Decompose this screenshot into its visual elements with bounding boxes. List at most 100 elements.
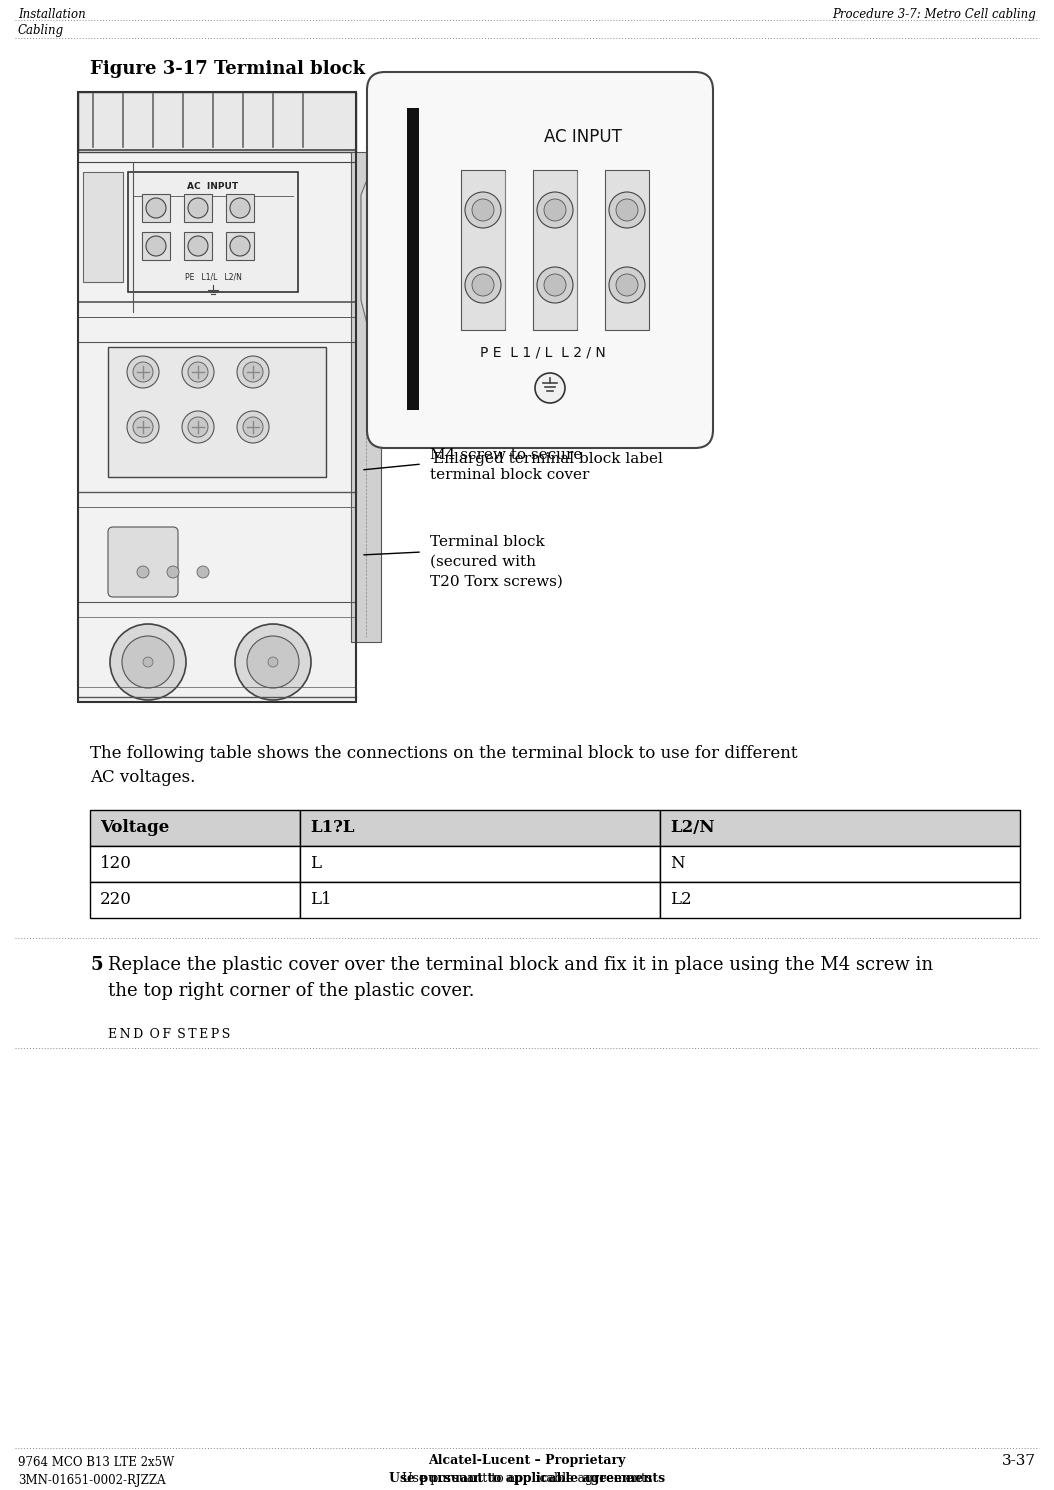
Bar: [300, 811, 660, 846]
Text: AC voltages.: AC voltages.: [90, 769, 195, 787]
Text: The following table shows the connections on the terminal block to use for diffe: The following table shows the connection…: [90, 745, 798, 761]
Bar: [226, 194, 254, 222]
Circle shape: [544, 274, 566, 297]
Bar: [300, 846, 660, 882]
Bar: [90, 882, 300, 918]
Circle shape: [182, 411, 214, 443]
Text: AC INPUT: AC INPUT: [544, 128, 622, 146]
Circle shape: [616, 200, 638, 221]
Text: 3-37: 3-37: [1002, 1454, 1036, 1468]
Text: Procedure 3-7: Metro Cell cabling: Procedure 3-7: Metro Cell cabling: [833, 7, 1036, 21]
Circle shape: [110, 624, 186, 700]
Circle shape: [472, 274, 494, 297]
Bar: [461, 170, 505, 329]
Circle shape: [126, 411, 159, 443]
FancyBboxPatch shape: [367, 72, 713, 448]
Text: L: L: [310, 855, 321, 873]
Text: P E  L 1 / L  L 2 / N: P E L 1 / L L 2 / N: [480, 346, 606, 359]
Text: T20 Torx screws): T20 Torx screws): [430, 575, 563, 589]
Circle shape: [147, 235, 165, 256]
Bar: [90, 811, 300, 846]
Circle shape: [137, 566, 149, 578]
Text: 120: 120: [100, 855, 132, 873]
Bar: [78, 92, 356, 152]
Circle shape: [535, 372, 565, 402]
Circle shape: [243, 417, 264, 437]
Text: L1?L: L1?L: [310, 820, 354, 836]
Bar: [128, 171, 298, 292]
Circle shape: [147, 198, 165, 218]
Text: Terminal block: Terminal block: [430, 535, 545, 548]
Text: Enlarged terminal block label: Enlarged terminal block label: [433, 451, 663, 466]
Circle shape: [182, 356, 214, 387]
Circle shape: [268, 657, 278, 668]
Text: L2: L2: [670, 891, 691, 909]
Text: AC  INPUT: AC INPUT: [188, 182, 238, 191]
Text: N: N: [670, 855, 685, 873]
Circle shape: [188, 362, 208, 381]
Circle shape: [609, 267, 645, 302]
Text: Voltage: Voltage: [100, 820, 170, 836]
Text: Use pursuant to applicable agreements: Use pursuant to applicable agreements: [402, 1472, 652, 1486]
Circle shape: [143, 657, 153, 668]
Bar: [184, 194, 212, 222]
Text: the top right corner of the plastic cover.: the top right corner of the plastic cove…: [108, 982, 474, 1000]
Text: PE   L1/L   L2/N: PE L1/L L2/N: [184, 273, 241, 282]
Text: M4 screw to secure: M4 screw to secure: [430, 448, 583, 462]
Text: Figure 3-17 Terminal block: Figure 3-17 Terminal block: [90, 60, 365, 77]
Text: Alcatel-Lucent – Proprietary
Use pursuant to applicable agreements: Alcatel-Lucent – Proprietary Use pursuan…: [389, 1454, 665, 1486]
Circle shape: [472, 200, 494, 221]
Circle shape: [465, 267, 501, 302]
Text: E N D O F S T E P S: E N D O F S T E P S: [108, 1028, 230, 1042]
Bar: [108, 347, 326, 477]
Text: terminal block cover: terminal block cover: [430, 468, 589, 481]
Circle shape: [536, 192, 573, 228]
Circle shape: [536, 267, 573, 302]
Bar: [605, 170, 649, 329]
Circle shape: [237, 356, 269, 387]
Circle shape: [243, 362, 264, 381]
Circle shape: [230, 235, 250, 256]
Bar: [226, 232, 254, 259]
Circle shape: [465, 192, 501, 228]
Bar: [660, 882, 1020, 918]
Polygon shape: [362, 107, 395, 435]
Circle shape: [544, 200, 566, 221]
Bar: [300, 882, 660, 918]
Text: Installation
Cabling: Installation Cabling: [18, 7, 85, 37]
Circle shape: [237, 411, 269, 443]
Text: Replace the plastic cover over the terminal block and fix it in place using the : Replace the plastic cover over the termi…: [108, 957, 933, 974]
Bar: [533, 170, 577, 329]
Circle shape: [616, 274, 638, 297]
Bar: [83, 171, 123, 282]
Text: 5: 5: [90, 957, 102, 974]
Bar: [660, 846, 1020, 882]
Circle shape: [230, 198, 250, 218]
Circle shape: [167, 566, 179, 578]
Circle shape: [133, 417, 153, 437]
Text: (secured with: (secured with: [430, 554, 536, 569]
Bar: [184, 232, 212, 259]
Circle shape: [122, 636, 174, 688]
Text: L1: L1: [310, 891, 332, 909]
Circle shape: [197, 566, 209, 578]
Circle shape: [126, 356, 159, 387]
Bar: [660, 811, 1020, 846]
Bar: [351, 152, 380, 642]
Text: L2/N: L2/N: [670, 820, 715, 836]
Text: 9764 MCO B13 LTE 2x5W
3MN-01651-0002-RJZZA
Issue 0.05 January 2013: 9764 MCO B13 LTE 2x5W 3MN-01651-0002-RJZ…: [18, 1456, 174, 1490]
Circle shape: [247, 636, 299, 688]
FancyBboxPatch shape: [108, 527, 178, 597]
Circle shape: [133, 362, 153, 381]
Bar: [78, 92, 356, 702]
Bar: [407, 107, 419, 410]
Text: 220: 220: [100, 891, 132, 909]
Circle shape: [235, 624, 311, 700]
Bar: [78, 92, 356, 702]
Circle shape: [609, 192, 645, 228]
Bar: [142, 232, 170, 259]
Circle shape: [188, 235, 208, 256]
Circle shape: [188, 417, 208, 437]
Circle shape: [188, 198, 208, 218]
Bar: [142, 194, 170, 222]
